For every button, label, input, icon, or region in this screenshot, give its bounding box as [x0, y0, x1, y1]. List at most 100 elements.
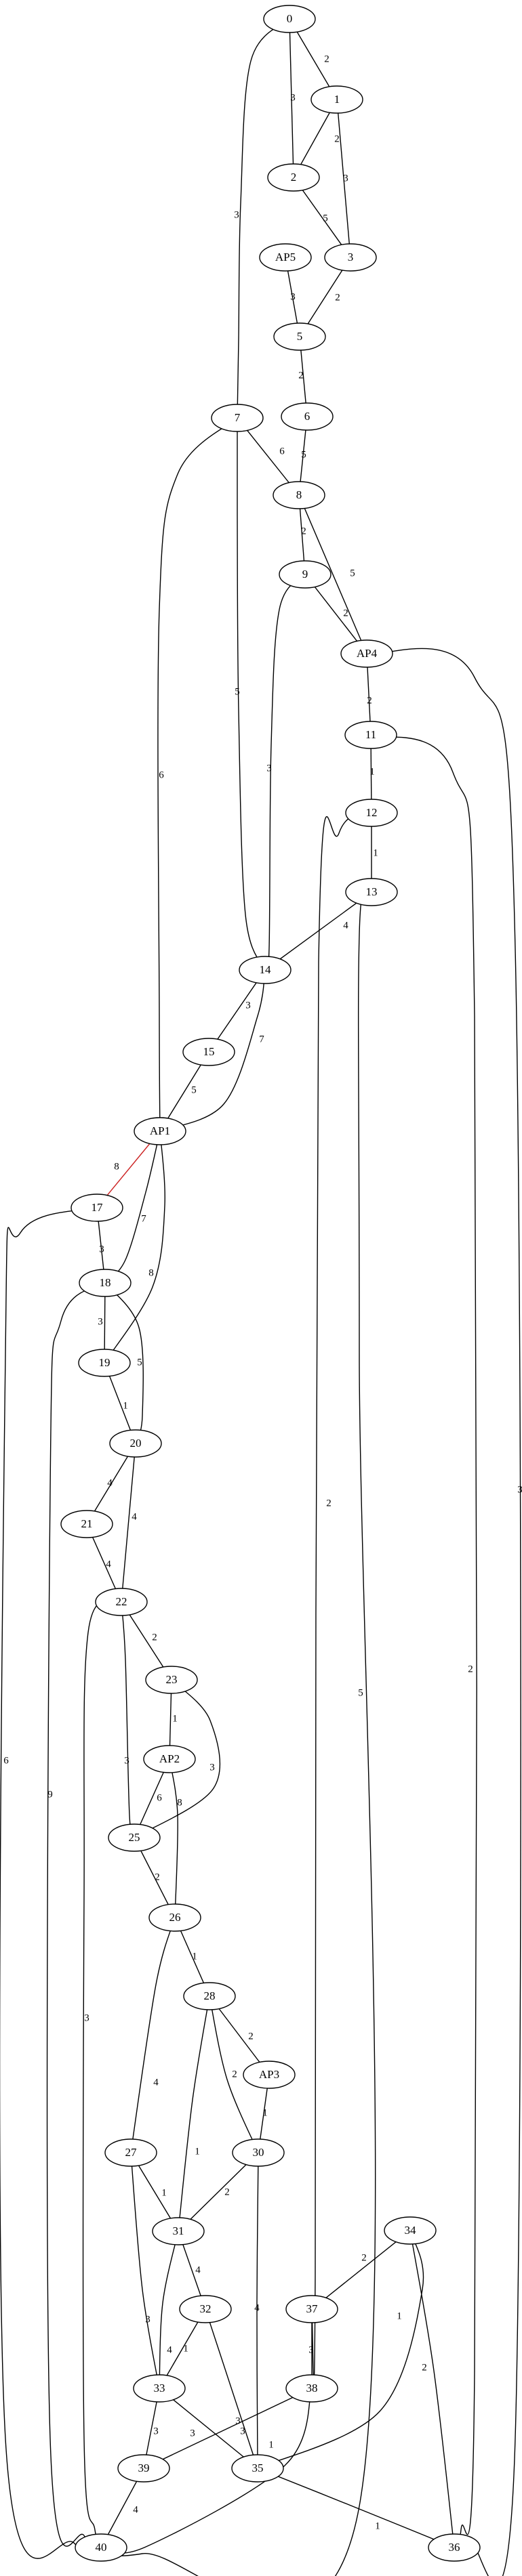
edge-label-22-25: 3	[124, 1755, 129, 1766]
node-ellipse	[263, 5, 316, 33]
node-ellipse	[345, 878, 398, 906]
node-0: 0	[263, 5, 316, 33]
edge-label-5-6: 2	[298, 370, 304, 381]
edge-label-7-14: 5	[235, 686, 240, 697]
node-ellipse	[384, 2216, 437, 2245]
edge-label-26-28: 1	[192, 1951, 197, 1962]
node-ellipse	[310, 85, 363, 114]
node-label: 7	[235, 411, 241, 424]
edge-34-35	[257, 2230, 424, 2469]
node-ellipse	[285, 2295, 338, 2323]
node-label: 6	[304, 410, 310, 423]
edge-label-ap1-19: 8	[148, 1267, 154, 1278]
edge-label-0-7: 3	[234, 209, 239, 220]
node-ellipse	[211, 404, 264, 432]
node-label: 19	[99, 1356, 111, 1369]
node-ellipse	[71, 1194, 123, 1222]
edge-label-32-33: 1	[183, 2343, 188, 2354]
edge-2-3	[293, 177, 351, 258]
edge-28-31	[178, 1996, 210, 2232]
node-label: 17	[92, 1201, 104, 1214]
edge-label-26-27: 4	[153, 2077, 159, 2088]
node-19: 19	[78, 1349, 131, 1377]
node-ap2: AP2	[143, 1745, 196, 1773]
node-5: 5	[273, 322, 326, 351]
edge-label-30-35: 4	[254, 2302, 260, 2313]
node-ap3: AP3	[243, 2061, 296, 2089]
node-ap4: AP4	[340, 639, 393, 668]
node-ellipse	[134, 1117, 186, 1145]
node-label: 28	[204, 1989, 216, 2002]
node-label: AP5	[275, 251, 296, 263]
node-ellipse	[78, 1349, 131, 1377]
node-40: 40	[75, 2533, 127, 2562]
edge-7-14	[237, 417, 266, 971]
node-31: 31	[152, 2217, 205, 2245]
edge-labels-layer: 2332352325656252323121245375878363591444…	[3, 54, 522, 2531]
node-label: 9	[302, 568, 308, 580]
node-label: 33	[154, 2382, 165, 2394]
edge-label-13-40: 5	[358, 1687, 363, 1698]
edge-label-14-ap1: 7	[259, 1034, 264, 1044]
edge-label-8-9: 2	[301, 526, 306, 536]
edge-label-ap3-30: 1	[262, 2107, 268, 2118]
edge-label-28-ap3: 2	[248, 2031, 254, 2042]
node-label: 32	[200, 2302, 212, 2315]
edge-label-15-ap1: 5	[191, 1084, 197, 1095]
edge-14-15	[208, 969, 266, 1053]
edge-label-27-31: 1	[161, 2187, 167, 2198]
edge-label-0-1: 2	[324, 54, 329, 64]
edge-label-ap4-36: 3	[517, 1484, 522, 1495]
edge-label-14-15: 3	[245, 1000, 251, 1011]
node-21: 21	[60, 1510, 113, 1538]
node-ellipse	[324, 243, 377, 272]
node-32: 32	[179, 2295, 232, 2323]
edge-label-20-21: 4	[107, 1477, 113, 1488]
edge-14-ap1	[159, 969, 266, 1132]
edge-label-30-31: 2	[224, 2187, 230, 2197]
node-30: 30	[232, 2138, 285, 2167]
node-label: 22	[116, 1595, 127, 1608]
node-ellipse	[75, 2533, 127, 2562]
node-label: 37	[306, 2302, 319, 2315]
edge-label-ap2-25: 6	[157, 1792, 162, 1803]
node-label: 2	[291, 171, 297, 184]
node-ellipse	[340, 639, 393, 668]
node-ellipse	[148, 1903, 201, 1932]
edge-18-40	[46, 1282, 106, 2549]
node-ellipse	[281, 402, 334, 431]
edge-label-6-8: 5	[301, 449, 306, 460]
edge-label-34-35: 1	[397, 2310, 402, 2321]
node-label: 8	[296, 488, 302, 501]
node-label: 27	[125, 2146, 138, 2159]
edge-label-ap2-26: 8	[177, 1797, 182, 1808]
node-25: 25	[108, 1823, 161, 1852]
edge-label-25-26: 2	[155, 1872, 160, 1882]
node-26: 26	[148, 1903, 201, 1932]
node-label: 5	[297, 330, 303, 343]
edge-13-14	[264, 891, 372, 971]
node-12: 12	[345, 799, 398, 827]
edge-label-23-ap2: 1	[172, 1713, 178, 1724]
node-ellipse	[273, 481, 325, 509]
edge-34-36	[409, 2230, 455, 2548]
node-ellipse	[243, 2061, 296, 2089]
node-label: 21	[81, 1517, 93, 1530]
edge-22-25	[121, 1601, 135, 1838]
edge-7-ap1	[157, 417, 238, 1132]
node-label: 26	[169, 1911, 181, 1924]
node-label: 3	[348, 251, 354, 263]
edge-label-2-3: 5	[323, 213, 328, 224]
edge-9-ap4	[304, 574, 367, 654]
node-23: 23	[145, 1666, 198, 1694]
node-20: 20	[109, 1429, 162, 1458]
edge-27-33	[130, 2152, 160, 2389]
node-2: 2	[267, 163, 320, 192]
edge-label-1-3: 3	[343, 173, 348, 184]
node-label: 40	[96, 2541, 107, 2554]
node-label: 12	[366, 806, 378, 819]
edge-32-35	[205, 2308, 258, 2469]
edge-34-37	[311, 2230, 411, 2310]
edge-26-27	[130, 1917, 176, 2153]
node-ellipse	[273, 322, 326, 351]
